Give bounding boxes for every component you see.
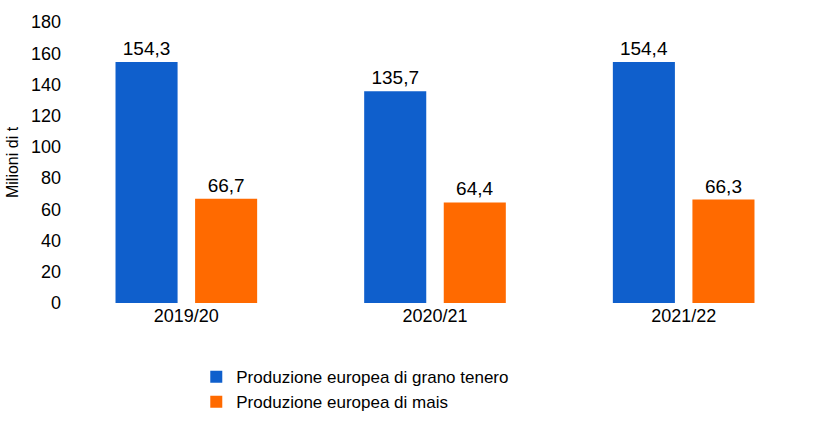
svg-text:160: 160 xyxy=(31,44,61,64)
svg-text:154,3: 154,3 xyxy=(123,38,171,59)
svg-text:120: 120 xyxy=(31,106,61,126)
svg-text:Produzione europea di grano te: Produzione europea di grano tenero xyxy=(236,368,508,387)
svg-text:20: 20 xyxy=(41,262,61,282)
svg-text:180: 180 xyxy=(31,12,61,32)
svg-text:154,4: 154,4 xyxy=(620,38,668,59)
svg-text:2019/20: 2019/20 xyxy=(154,306,219,326)
svg-text:Milioni di t: Milioni di t xyxy=(4,126,21,198)
svg-text:135,7: 135,7 xyxy=(371,67,419,88)
svg-text:40: 40 xyxy=(41,231,61,251)
svg-text:2020/21: 2020/21 xyxy=(402,306,467,326)
svg-text:80: 80 xyxy=(41,168,61,188)
svg-text:66,7: 66,7 xyxy=(208,175,245,196)
svg-text:2021/22: 2021/22 xyxy=(651,306,716,326)
svg-text:140: 140 xyxy=(31,75,61,95)
svg-text:60: 60 xyxy=(41,200,61,220)
svg-text:Produzione europea di mais: Produzione europea di mais xyxy=(236,393,448,412)
svg-text:64,4: 64,4 xyxy=(456,178,493,199)
svg-text:100: 100 xyxy=(31,137,61,157)
svg-text:0: 0 xyxy=(51,293,61,313)
svg-text:66,3: 66,3 xyxy=(705,176,742,197)
